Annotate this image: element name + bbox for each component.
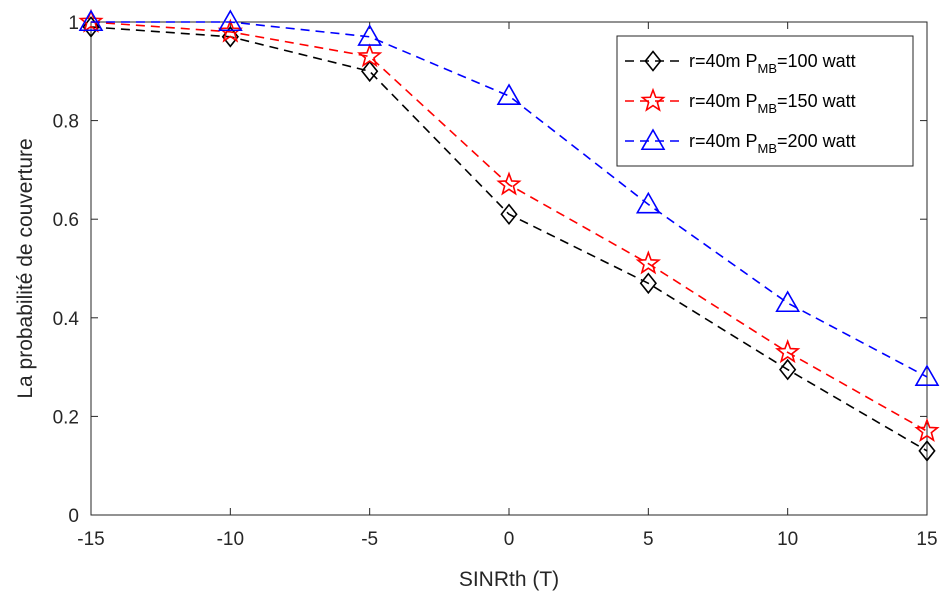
data-point-triangle	[914, 364, 940, 387]
data-point-star	[635, 250, 661, 275]
legend-marker-star	[640, 87, 666, 112]
y-axis: 0 0.2 0.4 0.6 0.8 1	[53, 13, 927, 527]
data-point-triangle	[78, 9, 104, 32]
y-tick-label: 0.4	[53, 309, 80, 330]
legend-marker-triangle	[640, 128, 666, 151]
data-point-diamond	[500, 203, 518, 226]
data-point-star	[357, 43, 383, 68]
x-tick-label: 10	[777, 529, 798, 550]
legend-label-main: r=40m P	[689, 131, 758, 151]
data-point-star	[775, 339, 801, 364]
data-point-star	[496, 171, 522, 196]
data-point-diamond	[361, 60, 379, 83]
data-point-diamond	[779, 358, 797, 381]
x-tick-label: -10	[217, 529, 244, 550]
y-tick-label: 0.6	[53, 210, 79, 231]
x-tick-label: 5	[643, 529, 654, 550]
data-point-triangle	[635, 191, 661, 214]
legend-label-main: r=40m P	[689, 91, 758, 111]
y-tick-label: 0.2	[53, 407, 79, 428]
series-star	[78, 8, 940, 442]
legend-label-subscript: MB	[758, 101, 778, 116]
y-tick-label: 1	[68, 13, 79, 34]
x-axis-label: SINRth (T)	[459, 568, 559, 591]
x-axis: -15 -10 -5 0 5 10 15	[77, 22, 938, 550]
data-point-diamond	[918, 440, 936, 462]
data-point-triangle	[775, 290, 801, 313]
legend-label-subscript: MB	[758, 141, 778, 156]
legend-label-tail: =150 watt	[777, 91, 856, 111]
series-triangle	[78, 9, 940, 387]
legend-label-tail: =100 watt	[777, 51, 856, 71]
legend-item: r=40m PMB=150 watt	[625, 87, 856, 116]
x-tick-label: -15	[77, 529, 104, 550]
legend-label: r=40m PMB=200 watt	[689, 131, 856, 156]
series-line	[91, 21, 928, 378]
data-point-star	[217, 18, 243, 43]
legend-label: r=40m PMB=100 watt	[689, 51, 856, 76]
legend-box	[616, 35, 914, 167]
legend-marker-diamond	[644, 50, 662, 72]
legend-label: r=40m PMB=150 watt	[689, 91, 856, 116]
y-tick-label: 0.8	[53, 112, 79, 133]
x-tick-label: 15	[916, 529, 937, 550]
x-tick-label: -5	[361, 529, 378, 550]
y-tick-label: 0	[68, 506, 79, 527]
legend-label-main: r=40m P	[689, 51, 758, 71]
data-point-diamond	[639, 272, 657, 295]
legend-label-tail: =200 watt	[777, 131, 856, 151]
legend-item: r=40m PMB=200 watt	[625, 128, 856, 156]
series-line	[90, 21, 928, 432]
legend-item: r=40m PMB=100 watt	[625, 50, 856, 76]
x-tick-label: 0	[504, 529, 515, 550]
data-point-star	[914, 417, 940, 442]
data-point-triangle	[217, 9, 243, 32]
legend-label-subscript: MB	[758, 61, 778, 76]
data-point-star	[78, 8, 104, 33]
y-axis-label: La probabilité de couverture	[14, 138, 37, 398]
data-point-triangle	[357, 24, 383, 46]
series-layer	[78, 8, 940, 462]
data-point-triangle	[496, 83, 522, 105]
